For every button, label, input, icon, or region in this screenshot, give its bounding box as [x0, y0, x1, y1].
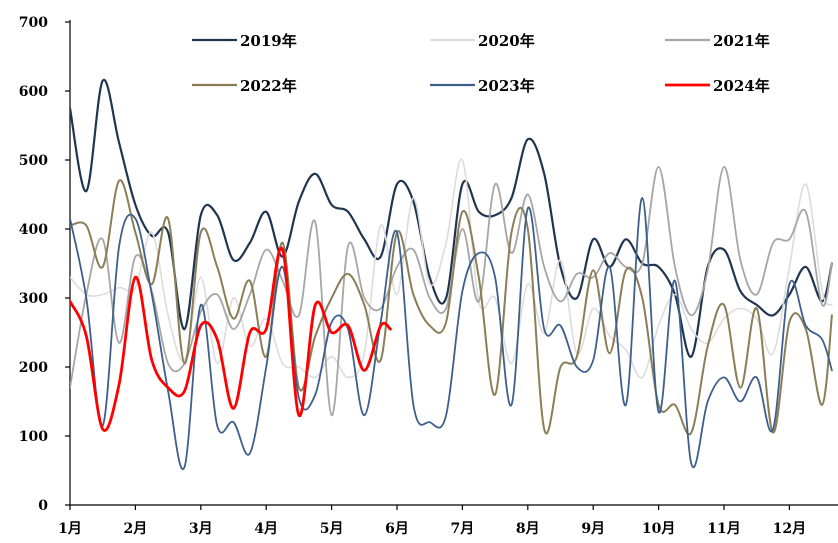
legend-label: 2023年: [478, 77, 535, 95]
x-tick-label: 9月: [581, 521, 605, 537]
y-tick-label: 600: [19, 84, 48, 100]
x-tick-label: 8月: [516, 521, 540, 537]
y-tick-label: 200: [19, 360, 48, 376]
x-tick-label: 6月: [385, 521, 409, 537]
legend-label: 2024年: [713, 77, 770, 95]
series-line-5: [70, 197, 833, 471]
x-tick-label: 1月: [58, 521, 82, 537]
legend-label: 2020年: [478, 32, 535, 50]
legend-label: 2022年: [240, 77, 297, 95]
x-tick-label: 2月: [124, 521, 148, 537]
series-line-4: [70, 179, 833, 436]
y-tick-label: 300: [19, 291, 48, 307]
x-tick-label: 10月: [642, 521, 675, 537]
chart-legend: 2019年 2020年 2021年 2022年 2023年 2024年: [192, 32, 770, 95]
y-tick-label: 0: [38, 498, 48, 514]
x-tick-label: 11月: [707, 521, 740, 537]
x-tick-label: 3月: [189, 521, 213, 537]
legend-label: 2021年: [713, 32, 770, 50]
chart-axes: 0 100 200 300 400 500 600 700 1月 2月 3月 4月 5月 6月 7月 8月 9月…: [19, 15, 838, 537]
x-tick-label: 5月: [320, 521, 344, 537]
y-tick-label: 100: [19, 429, 48, 445]
x-tick-label: 4月: [254, 521, 278, 537]
y-tick-label: 700: [19, 15, 48, 31]
y-tick-label: 400: [19, 222, 48, 238]
x-tick-label: 12月: [773, 521, 806, 537]
series-line-6: [70, 246, 392, 432]
x-tick-label: 7月: [451, 521, 475, 537]
legend-label: 2019年: [240, 32, 297, 50]
y-tick-label: 500: [19, 153, 48, 169]
series-lines: [70, 78, 833, 471]
